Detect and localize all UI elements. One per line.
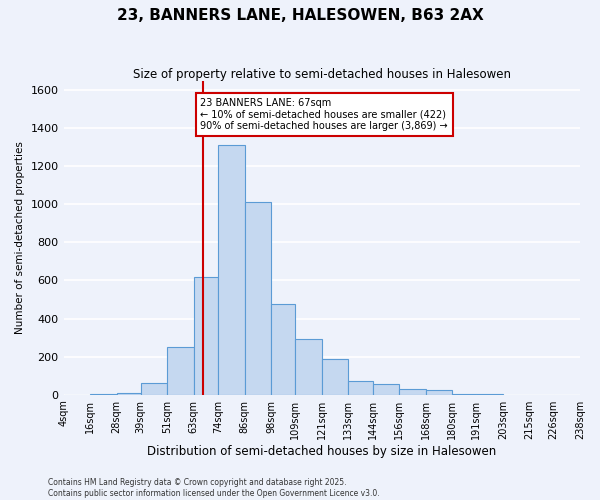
Bar bbox=[322, 360, 348, 394]
Bar bbox=[295, 338, 322, 394]
Bar bbox=[194, 276, 218, 394]
Bar bbox=[141, 384, 167, 394]
X-axis label: Distribution of semi-detached houses by size in Halesowen: Distribution of semi-detached houses by … bbox=[147, 444, 496, 458]
Y-axis label: Number of semi-detached properties: Number of semi-detached properties bbox=[15, 141, 25, 334]
Bar bbox=[245, 202, 271, 394]
Bar bbox=[348, 382, 373, 394]
Bar bbox=[218, 145, 245, 394]
Title: Size of property relative to semi-detached houses in Halesowen: Size of property relative to semi-detach… bbox=[133, 68, 511, 80]
Text: 23 BANNERS LANE: 67sqm
← 10% of semi-detached houses are smaller (422)
90% of se: 23 BANNERS LANE: 67sqm ← 10% of semi-det… bbox=[200, 98, 448, 131]
Bar bbox=[373, 384, 399, 394]
Bar bbox=[116, 393, 141, 394]
Text: 23, BANNERS LANE, HALESOWEN, B63 2AX: 23, BANNERS LANE, HALESOWEN, B63 2AX bbox=[116, 8, 484, 22]
Text: Contains HM Land Registry data © Crown copyright and database right 2025.
Contai: Contains HM Land Registry data © Crown c… bbox=[48, 478, 380, 498]
Bar bbox=[167, 347, 194, 395]
Bar bbox=[271, 304, 295, 394]
Bar bbox=[399, 389, 425, 394]
Bar bbox=[425, 390, 452, 394]
